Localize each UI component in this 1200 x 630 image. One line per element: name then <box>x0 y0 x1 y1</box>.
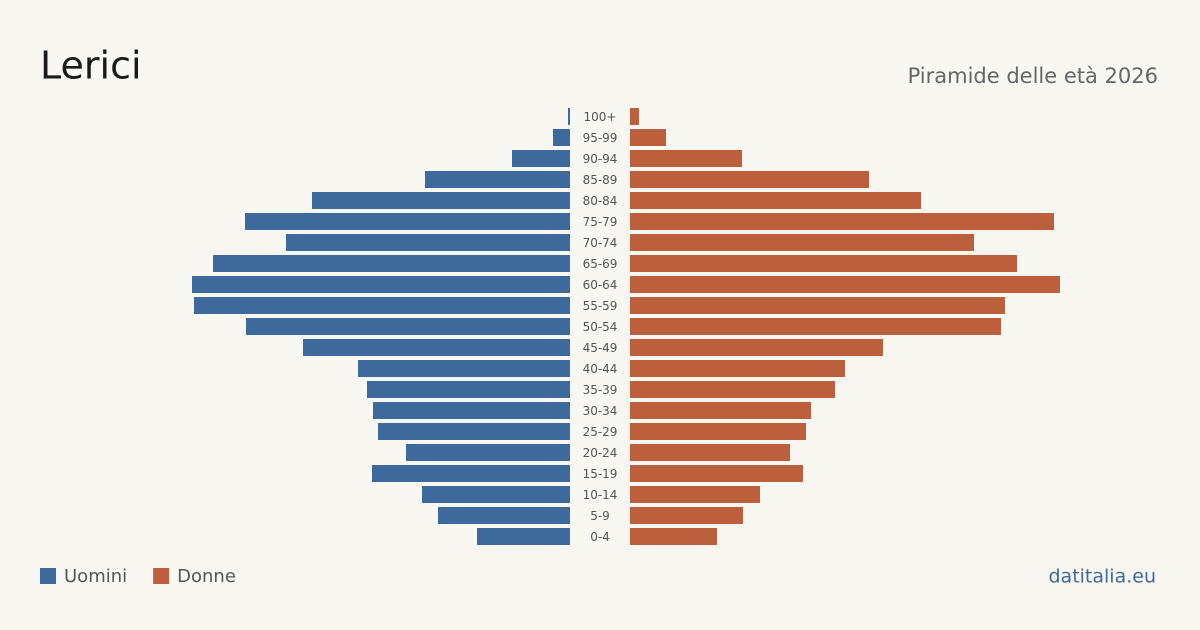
age-label: 40-44 <box>583 362 618 376</box>
bar <box>553 129 570 146</box>
age-label: 10-14 <box>583 488 618 502</box>
bar <box>630 192 921 209</box>
age-label: 65-69 <box>583 257 618 271</box>
age-label: 0-4 <box>590 530 610 544</box>
bar <box>425 171 570 188</box>
age-label: 90-94 <box>583 152 618 166</box>
bar <box>286 234 570 251</box>
age-label: 15-19 <box>583 467 618 481</box>
source[interactable]: datitalia.eu <box>1049 566 1157 588</box>
bar <box>630 507 743 524</box>
bar <box>630 108 639 125</box>
bar <box>477 528 570 545</box>
bar <box>630 150 742 167</box>
bar <box>630 318 1001 335</box>
bar <box>303 339 570 356</box>
bar <box>630 297 1005 314</box>
bar <box>630 255 1017 272</box>
bar <box>246 318 570 335</box>
bar <box>630 423 806 440</box>
legend-label: Donne <box>177 566 236 587</box>
age-label: 85-89 <box>583 173 618 187</box>
legend-label: Uomini <box>64 566 127 587</box>
age-label: 35-39 <box>583 383 618 397</box>
bar <box>630 360 845 377</box>
age-label: 20-24 <box>583 446 618 460</box>
bar <box>630 381 835 398</box>
bar <box>630 234 974 251</box>
bar <box>358 360 570 377</box>
age-label: 95-99 <box>583 131 618 145</box>
bar <box>630 171 869 188</box>
bar <box>630 276 1060 293</box>
bar <box>438 507 570 524</box>
bar <box>630 465 803 482</box>
bar <box>194 297 570 314</box>
age-label: 80-84 <box>583 194 618 208</box>
age-label: 75-79 <box>583 215 618 229</box>
bar <box>630 402 811 419</box>
bar <box>630 486 760 503</box>
bar <box>245 213 570 230</box>
age-label: 55-59 <box>583 299 618 313</box>
age-label: 50-54 <box>583 320 618 334</box>
bar <box>367 381 570 398</box>
age-label: 70-74 <box>583 236 618 250</box>
bar <box>373 402 570 419</box>
age-label: 100+ <box>584 110 617 124</box>
age-label: 5-9 <box>590 509 610 523</box>
bar <box>192 276 570 293</box>
bar <box>630 528 717 545</box>
bar <box>568 108 570 125</box>
chart-title: Lerici <box>40 44 142 88</box>
bar <box>378 423 570 440</box>
bar <box>630 339 883 356</box>
bar <box>422 486 570 503</box>
age-label: 45-49 <box>583 341 618 355</box>
bar <box>512 150 570 167</box>
age-label: 25-29 <box>583 425 618 439</box>
chart-subtitle: Piramide delle età 2026 <box>908 64 1158 88</box>
age-label: 60-64 <box>583 278 618 292</box>
bar <box>630 129 666 146</box>
bar <box>213 255 570 272</box>
bar <box>372 465 570 482</box>
age-label: 30-34 <box>583 404 618 418</box>
bar <box>630 213 1054 230</box>
bar <box>630 444 790 461</box>
legend-swatch <box>153 568 170 584</box>
bar <box>312 192 570 209</box>
legend-swatch <box>40 568 56 584</box>
bar <box>406 444 570 461</box>
